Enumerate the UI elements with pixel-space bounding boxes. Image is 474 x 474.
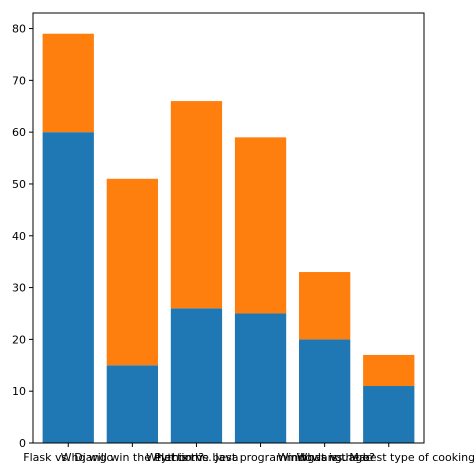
- y-tick-label: 40: [12, 230, 26, 243]
- bars-layer: [42, 33, 415, 443]
- bar-series2-3: [170, 101, 223, 309]
- bar-series1-6: [363, 386, 415, 443]
- y-tick-label: 0: [19, 437, 26, 450]
- x-tick-label: Windows vs. Mac: [278, 451, 372, 464]
- bar-series2-6: [363, 354, 415, 387]
- plot-frame: [32, 12, 425, 444]
- x-tick-label: Who will win the election?: [61, 451, 205, 464]
- y-tick-label: 80: [12, 23, 26, 36]
- y-tick-label: 50: [12, 178, 26, 191]
- bar-series2-5: [299, 272, 351, 340]
- bar-series2-2: [106, 178, 158, 366]
- x-tick-label: What is the best programming language?: [146, 451, 375, 464]
- bar-series2-1: [42, 33, 94, 133]
- y-tick-label: 70: [12, 74, 26, 87]
- bar-series1-2: [106, 365, 158, 443]
- x-tick-label: Flask vs. Django: [23, 451, 113, 464]
- bar-series1-4: [234, 313, 287, 443]
- y-tick-label: 30: [12, 282, 26, 295]
- y-tick-label: 60: [12, 126, 26, 139]
- x-tick-label: Python vs. Java: [154, 451, 238, 464]
- bar-series1-5: [299, 339, 351, 443]
- bar-series1-3: [170, 308, 223, 443]
- x-tick-label: What is the best type of cooking?: [297, 451, 474, 464]
- y-tick-label: 10: [12, 385, 26, 398]
- y-tick-label: 20: [12, 333, 26, 346]
- bar-series2-4: [234, 137, 287, 314]
- bar-series1-1: [42, 132, 94, 443]
